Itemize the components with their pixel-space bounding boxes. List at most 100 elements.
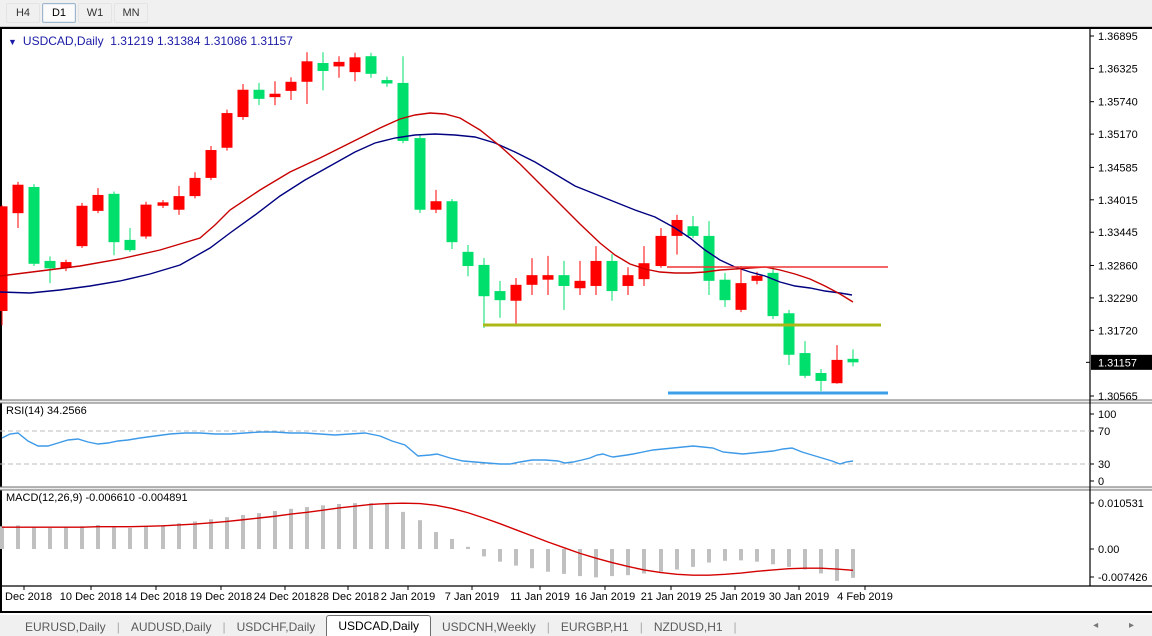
date-axis-label: 25 Jan 2019	[705, 591, 766, 603]
candle-bearish	[606, 260, 618, 292]
macd-histogram-bar	[578, 549, 582, 577]
tab-separator: |	[639, 620, 643, 634]
pane-separator-macd-grip[interactable]	[0, 487, 1152, 491]
timeframe-button-w1[interactable]: W1	[78, 3, 112, 23]
candle-bullish	[76, 205, 88, 247]
rsi-axis-label: 0	[1098, 476, 1104, 488]
chart-window[interactable]: 1.36895 1.36325 1.35740 1.35170 1.34585 1.340…	[0, 27, 1152, 614]
tab-separator: |	[222, 620, 226, 634]
date-axis-label: 28 Dec 2018	[317, 591, 379, 603]
macd-histogram-bar	[0, 526, 4, 549]
timeframe-toolbar: H4 D1 W1 MN	[0, 0, 1152, 27]
candle-bullish	[526, 275, 538, 285]
macd-histogram-bar	[466, 546, 470, 549]
rsi-axis-label: 100	[1098, 409, 1116, 421]
macd-signal-line	[2, 502, 854, 576]
macd-histogram-bar	[16, 525, 20, 549]
tabbar-spacer	[0, 617, 14, 636]
candle-bullish	[590, 260, 602, 286]
macd-histogram-bar	[771, 549, 775, 565]
candle-bearish	[799, 353, 811, 376]
candle-bullish	[671, 219, 683, 236]
macd-histogram-bar	[755, 549, 759, 562]
candle-bullish	[140, 204, 152, 237]
timeframe-button-mn[interactable]: MN	[114, 3, 148, 23]
rsi-indicator-label: RSI(14) 34.2566	[6, 405, 87, 417]
macd-histogram-bar	[546, 549, 550, 572]
candle-bearish	[365, 56, 377, 74]
tab-eurusd-daily[interactable]: EURUSD,Daily	[25, 620, 106, 634]
date-axis-label: 16 Jan 2019	[575, 591, 636, 603]
tab-usdcad-daily[interactable]: USDCAD,Daily	[326, 615, 431, 636]
window-top-border	[0, 27, 1152, 29]
price-axis-label: 1.31720	[1098, 325, 1138, 337]
macd-histogram-bar	[225, 517, 229, 549]
macd-histogram-bar	[418, 520, 422, 549]
tab-nzdusd-h1[interactable]: NZDUSD,H1	[653, 620, 723, 634]
candle-bearish	[687, 226, 699, 236]
date-axis-label: 2 Jan 2019	[381, 591, 435, 603]
date-axis-label: 4 Feb 2019	[837, 591, 893, 603]
candle-bearish	[462, 251, 474, 267]
rsi-axis-label: 30	[1098, 459, 1110, 471]
macd-histogram-bar	[385, 503, 389, 549]
tab-usdchf-daily[interactable]: USDCHF,Daily	[236, 620, 316, 634]
date-axis-label: 30 Jan 2019	[769, 591, 830, 603]
chart-background	[0, 29, 1152, 611]
timeframe-button-h4[interactable]: H4	[6, 3, 40, 23]
price-axis-label: 1.35740	[1098, 97, 1138, 109]
candle-bearish	[317, 63, 329, 71]
timeframe-button-d1[interactable]: D1	[42, 3, 76, 23]
candle-bullish	[622, 275, 634, 286]
macd-histogram-bar	[803, 549, 807, 570]
date-axis-label: 24 Dec 2018	[254, 591, 316, 603]
date-axis-label: 10 Dec 2018	[60, 591, 122, 603]
macd-histogram-bar	[723, 549, 727, 561]
macd-indicator-label: MACD(12,26,9) -0.006610 -0.004891	[6, 492, 188, 504]
macd-histogram-bar	[659, 549, 663, 572]
macd-histogram-bar	[193, 521, 197, 549]
tab-eurgbp-h1[interactable]: EURGBP,H1	[560, 620, 629, 634]
tab-audusd-daily[interactable]: AUDUSD,Daily	[130, 620, 212, 634]
macd-histogram-bar	[369, 503, 373, 549]
pane-separator-rsi-grip[interactable]	[0, 400, 1152, 404]
candle-bullish	[285, 81, 297, 91]
candle-bearish	[253, 89, 265, 99]
macd-histogram-bar	[112, 527, 116, 549]
candle-bearish	[558, 275, 570, 286]
window-bottom-border	[0, 611, 1152, 613]
date-axis-label: 11 Jan 2019	[510, 591, 570, 603]
macd-histogram-bar	[450, 538, 454, 549]
macd-histogram-bar	[321, 505, 325, 549]
macd-histogram-bar	[835, 549, 839, 581]
tab-scroll-arrows[interactable]: ◂ ▸	[1093, 620, 1148, 631]
candle-bullish	[349, 57, 361, 73]
candle-bearish	[44, 260, 56, 269]
moving-average-fast	[0, 112, 854, 303]
price-axis-label: 1.30565	[1098, 391, 1138, 403]
tab-usdcnh-weekly[interactable]: USDCNH,Weekly	[442, 620, 536, 634]
macd-histogram-bar	[80, 526, 84, 549]
candle-bullish	[735, 283, 747, 310]
candle-bearish	[108, 193, 120, 243]
price-axis-label: 1.36325	[1098, 63, 1138, 75]
macd-axis-label: 0.010531	[1098, 498, 1144, 510]
candle-bullish	[60, 262, 72, 268]
current-price-label: 1.31157	[1098, 357, 1137, 369]
symbol-dropdown-arrow-icon[interactable]: ▼	[8, 37, 17, 47]
macd-histogram-bar	[177, 523, 181, 549]
candle-bearish	[124, 239, 136, 251]
macd-histogram-bar	[353, 503, 357, 549]
candle-bearish	[767, 272, 779, 317]
candle-bearish	[446, 201, 458, 243]
chart-canvas[interactable]: 1.36895 1.36325 1.35740 1.35170 1.34585 1.340…	[0, 27, 1152, 614]
macd-histogram-bar	[482, 549, 486, 557]
macd-histogram-bar	[32, 527, 36, 549]
price-axis-label: 1.34015	[1098, 195, 1138, 207]
macd-histogram-bar	[498, 549, 502, 562]
candle-bullish	[157, 202, 169, 206]
macd-histogram-bar	[241, 514, 245, 549]
macd-histogram-bar	[64, 527, 68, 549]
tab-separator: |	[546, 620, 550, 634]
